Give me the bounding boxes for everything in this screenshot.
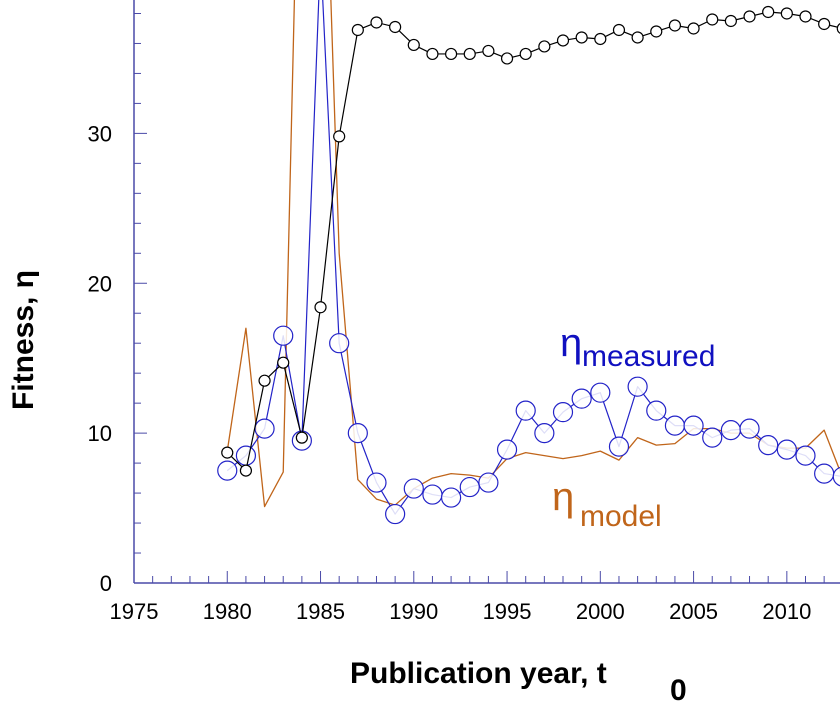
data-point-measured xyxy=(534,423,555,444)
series-black xyxy=(221,5,840,477)
data-point-measured xyxy=(329,333,350,354)
data-point-black xyxy=(277,356,290,369)
data-point-measured xyxy=(385,503,406,525)
data-point-black xyxy=(370,16,383,29)
data-point-measured xyxy=(422,484,443,505)
data-point-measured xyxy=(254,418,275,439)
annotation-model: η model xyxy=(552,475,662,533)
y-tick-label: 10 xyxy=(88,421,112,446)
data-point-black xyxy=(239,464,253,477)
y-tick-label: 20 xyxy=(88,271,112,296)
data-point-measured xyxy=(552,402,574,423)
data-point-measured xyxy=(795,445,816,466)
data-point-black xyxy=(668,19,682,32)
x-tick-label: 1990 xyxy=(389,599,438,624)
data-point-measured xyxy=(664,415,686,436)
x-tick-label: 1975 xyxy=(110,599,159,624)
series-line-black xyxy=(226,11,840,472)
data-point-measured xyxy=(627,376,648,397)
data-point-black xyxy=(389,20,402,34)
annotation-measured: η measured xyxy=(560,321,715,373)
annotation-measured-symbol: η xyxy=(560,321,582,365)
data-point-measured xyxy=(590,382,611,403)
data-point-measured xyxy=(608,436,630,457)
data-point-measured xyxy=(235,445,257,466)
y-tick-label: 30 xyxy=(88,121,112,146)
data-point-black xyxy=(575,31,588,44)
data-point-measured xyxy=(515,400,536,421)
x-tick-label: 1980 xyxy=(203,599,252,624)
data-point-measured xyxy=(739,418,760,439)
data-point-black xyxy=(538,40,551,53)
data-point-black xyxy=(612,23,626,37)
x-tick-label: 2010 xyxy=(762,599,811,624)
data-point-black xyxy=(743,10,756,23)
data-point-black xyxy=(444,47,458,61)
data-point-black xyxy=(799,10,812,23)
data-point-measured xyxy=(758,435,779,456)
data-point-black xyxy=(482,44,495,58)
data-point-measured xyxy=(347,423,368,444)
y-tick-label: 0 xyxy=(100,571,112,596)
data-point-black xyxy=(407,38,420,52)
data-point-black xyxy=(463,47,476,61)
data-point-black xyxy=(333,130,346,143)
x-axis-label: Publication year, t xyxy=(350,657,607,690)
data-point-measured xyxy=(683,415,704,436)
data-point-black xyxy=(650,25,663,38)
data-point-black xyxy=(221,446,234,459)
data-point-black xyxy=(818,17,831,31)
data-point-measured xyxy=(776,439,797,460)
x-tick-label: 2000 xyxy=(576,599,625,624)
data-point-black xyxy=(314,301,327,314)
data-point-measured xyxy=(702,427,723,448)
data-point-measured xyxy=(832,466,840,487)
plot-area xyxy=(217,0,840,525)
data-point-measured xyxy=(646,400,667,421)
data-point-measured xyxy=(720,420,741,441)
data-point-black xyxy=(556,34,570,47)
data-point-black xyxy=(258,374,271,387)
data-point-black xyxy=(780,7,793,20)
data-point-black xyxy=(762,5,775,19)
data-point-black xyxy=(836,23,840,34)
data-point-black xyxy=(706,13,719,26)
data-point-black xyxy=(631,31,644,44)
series-measured xyxy=(217,0,840,525)
data-point-measured xyxy=(217,460,238,481)
data-point-black xyxy=(295,431,308,444)
data-point-black xyxy=(519,47,532,61)
data-point-measured xyxy=(366,472,387,493)
data-point-black xyxy=(500,52,514,65)
data-point-measured xyxy=(814,463,835,484)
x-tick-label: 2005 xyxy=(669,599,718,624)
data-point-measured xyxy=(496,439,518,460)
data-point-measured xyxy=(273,325,294,346)
data-point-black xyxy=(594,32,607,46)
data-point-measured xyxy=(571,388,592,409)
annotation-model-symbol: η xyxy=(552,475,574,519)
data-point-measured xyxy=(478,472,499,493)
data-point-black xyxy=(351,23,364,37)
annotation-measured-label: measured xyxy=(582,340,715,373)
data-point-black xyxy=(687,22,700,35)
data-point-black xyxy=(724,14,737,28)
annotation-model-label: model xyxy=(580,500,662,533)
x-tick-label: 1985 xyxy=(296,599,345,624)
x-tick-label: 1995 xyxy=(483,599,532,624)
data-point-measured xyxy=(459,476,480,498)
x-axis-label-subscript: 0 xyxy=(670,674,687,704)
axes: 1975 1980 1985 1990 1995 2000 2005 2010 0 10 20 30 xyxy=(88,0,840,624)
data-point-measured xyxy=(403,478,424,499)
data-point-measured xyxy=(440,487,462,508)
y-axis-label: Fitness, η xyxy=(7,270,40,410)
data-point-black xyxy=(426,47,439,61)
